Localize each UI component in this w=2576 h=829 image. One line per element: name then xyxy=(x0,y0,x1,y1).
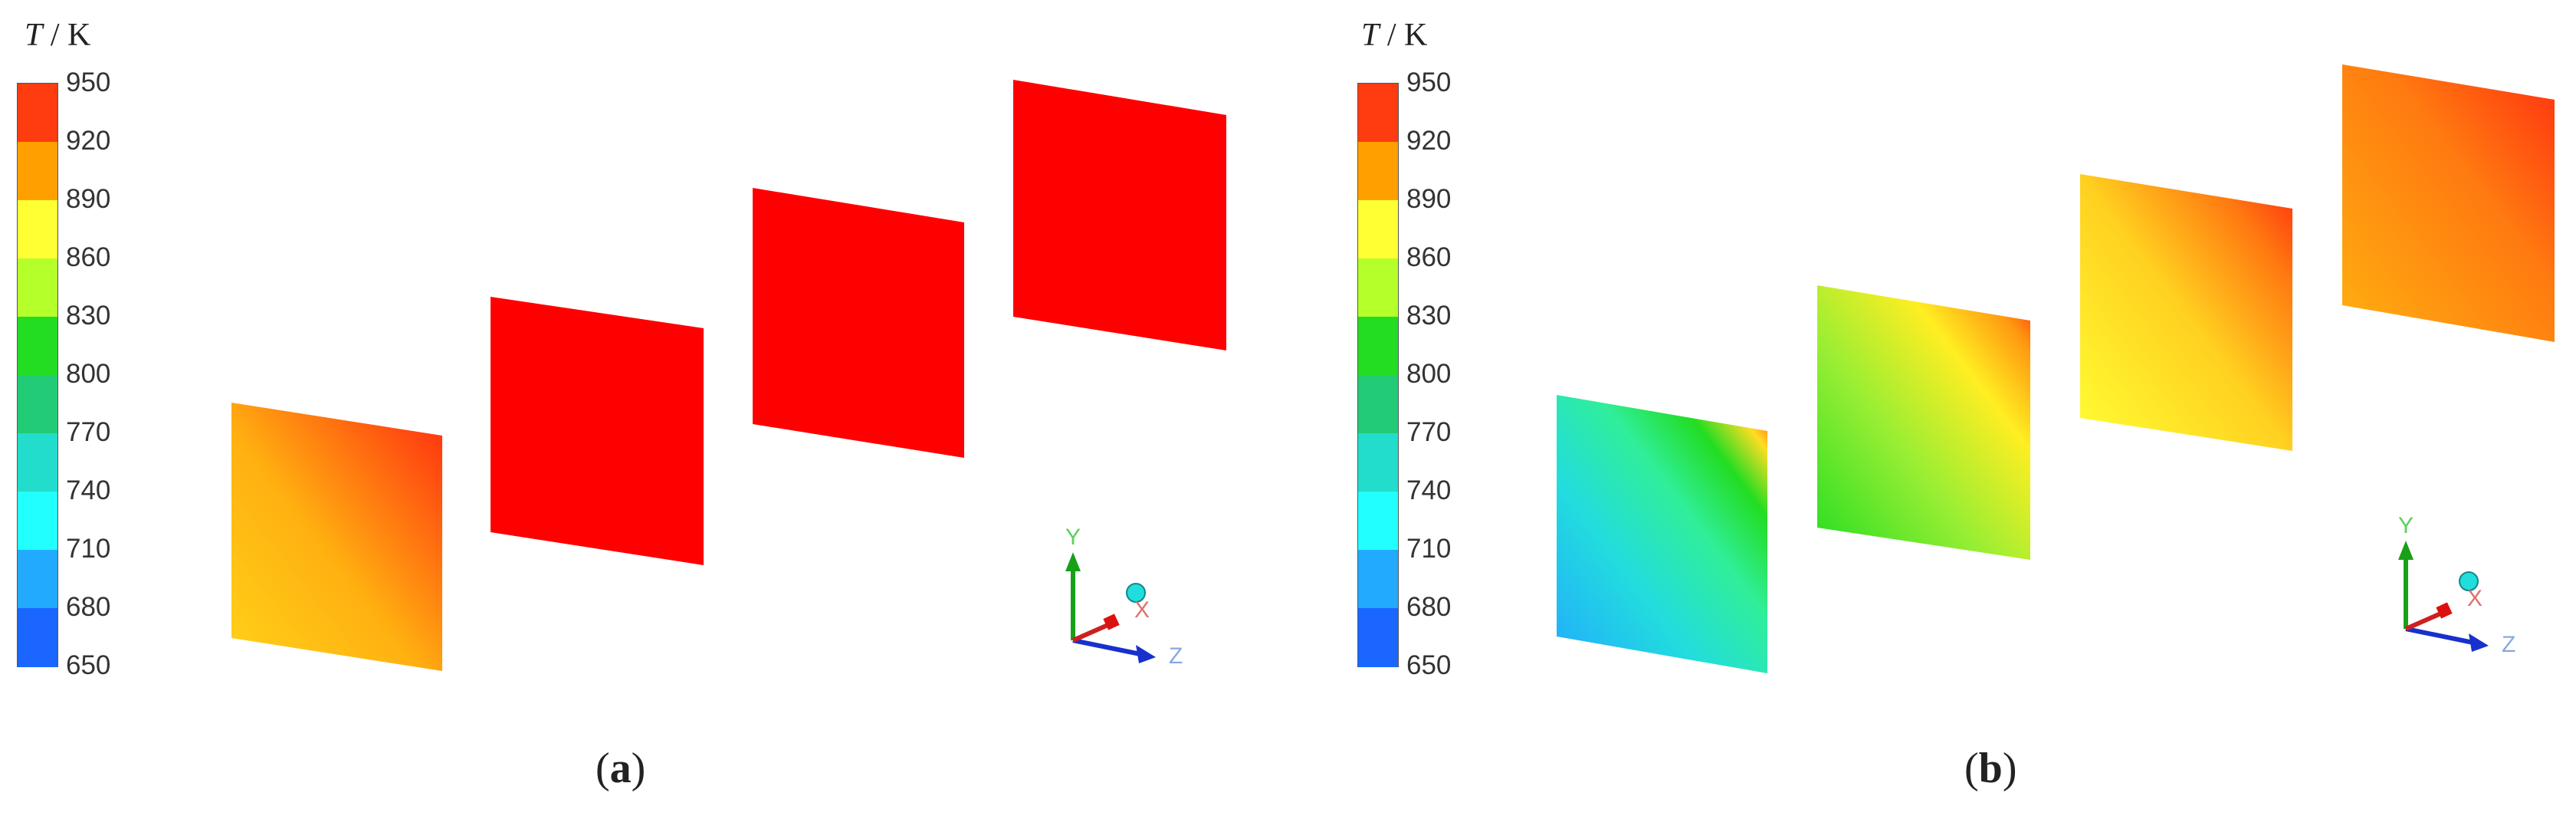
color-bar-segment xyxy=(18,317,57,376)
color-bar xyxy=(17,83,58,667)
color-bar-tick-label: 680 xyxy=(66,592,111,622)
axis-label-y: Y xyxy=(2398,513,2414,538)
color-bar-tick-label: 920 xyxy=(66,126,111,156)
axis-label-x: X xyxy=(2467,586,2482,611)
color-bar-segment xyxy=(18,258,57,317)
color-bar-segment xyxy=(18,608,57,667)
temperature-plates: Y X Z xyxy=(1557,64,2555,673)
color-bar-segment xyxy=(18,142,57,201)
legend-title: T / K xyxy=(25,18,91,53)
color-bar-tick-label: 890 xyxy=(66,184,111,214)
color-bar-tick-label: 830 xyxy=(66,301,111,331)
color-bar-tick-label: 710 xyxy=(66,534,111,564)
color-bar-tick-label: 650 xyxy=(1406,650,1452,680)
axis-label-z: Z xyxy=(2502,632,2515,657)
color-bar-segment xyxy=(1358,317,1398,376)
color-bar-tick-label: 770 xyxy=(1406,417,1452,447)
temperature-plates: Y X Z xyxy=(231,80,1226,671)
axis-triad: Y X Z xyxy=(1065,525,1183,669)
color-bar-segment xyxy=(1358,375,1398,434)
plate-1 xyxy=(231,403,442,671)
color-bar-segment xyxy=(1358,492,1398,551)
color-bar-tick-label: 650 xyxy=(66,650,111,680)
color-bar-tick-label: 740 xyxy=(66,475,111,505)
color-bar-segment xyxy=(18,200,57,259)
axis-label-x: X xyxy=(1134,597,1150,623)
plate-2 xyxy=(1817,285,2030,560)
plate-2 xyxy=(491,297,704,565)
color-bar-tick-label: 680 xyxy=(1406,592,1452,622)
color-bar-tick-label: 740 xyxy=(1406,475,1452,505)
color-bar-segment xyxy=(18,375,57,434)
color-bar-tick-label: 950 xyxy=(1406,67,1452,97)
plate-3 xyxy=(2080,174,2292,451)
plate-3 xyxy=(753,188,964,458)
caption-b: (b) xyxy=(1964,745,2017,792)
color-bar-tick-label: 830 xyxy=(1406,301,1452,331)
color-bar-segment xyxy=(18,433,57,492)
color-bar-segment xyxy=(1358,200,1398,259)
color-bar-segment xyxy=(1358,84,1398,143)
axis-label-z: Z xyxy=(1169,643,1183,669)
color-bar-segment xyxy=(1358,608,1398,667)
plate-4 xyxy=(1013,80,1226,350)
color-bar-tick-label: 890 xyxy=(1406,184,1452,214)
color-bar-tick-label: 710 xyxy=(1406,534,1452,564)
legend-title: T / K xyxy=(1361,18,1428,53)
axis-label-y: Y xyxy=(1065,525,1081,550)
axis-triad: Y X Z xyxy=(2398,513,2515,657)
color-bar-tick-label: 770 xyxy=(66,417,111,447)
color-bar xyxy=(1357,83,1399,667)
caption-a: (a) xyxy=(596,745,646,792)
color-bar-segment xyxy=(1358,258,1398,317)
color-bar-tick-label: 800 xyxy=(66,359,111,389)
panel-b: T / K 950 920 890 860 830 800 770 740 710 680 650 xyxy=(1288,0,2576,829)
color-bar-segment xyxy=(1358,142,1398,201)
color-bar-segment xyxy=(18,492,57,551)
plate-4 xyxy=(2342,64,2555,342)
color-bar-tick-label: 860 xyxy=(1406,242,1452,272)
color-bar-segment xyxy=(1358,433,1398,492)
color-bar-segment xyxy=(18,84,57,143)
color-bar-tick-label: 950 xyxy=(66,67,111,97)
color-bar-segment xyxy=(18,550,57,609)
color-bar-tick-label: 920 xyxy=(1406,126,1452,156)
panel-a: T / K 950 920 890 860 830 800 770 740 710 680 650 … xyxy=(17,18,1226,792)
color-bar-segment xyxy=(1358,550,1398,609)
color-bar-tick-label: 800 xyxy=(1406,359,1452,389)
plate-1 xyxy=(1557,395,1767,673)
color-bar-tick-label: 860 xyxy=(66,242,111,272)
